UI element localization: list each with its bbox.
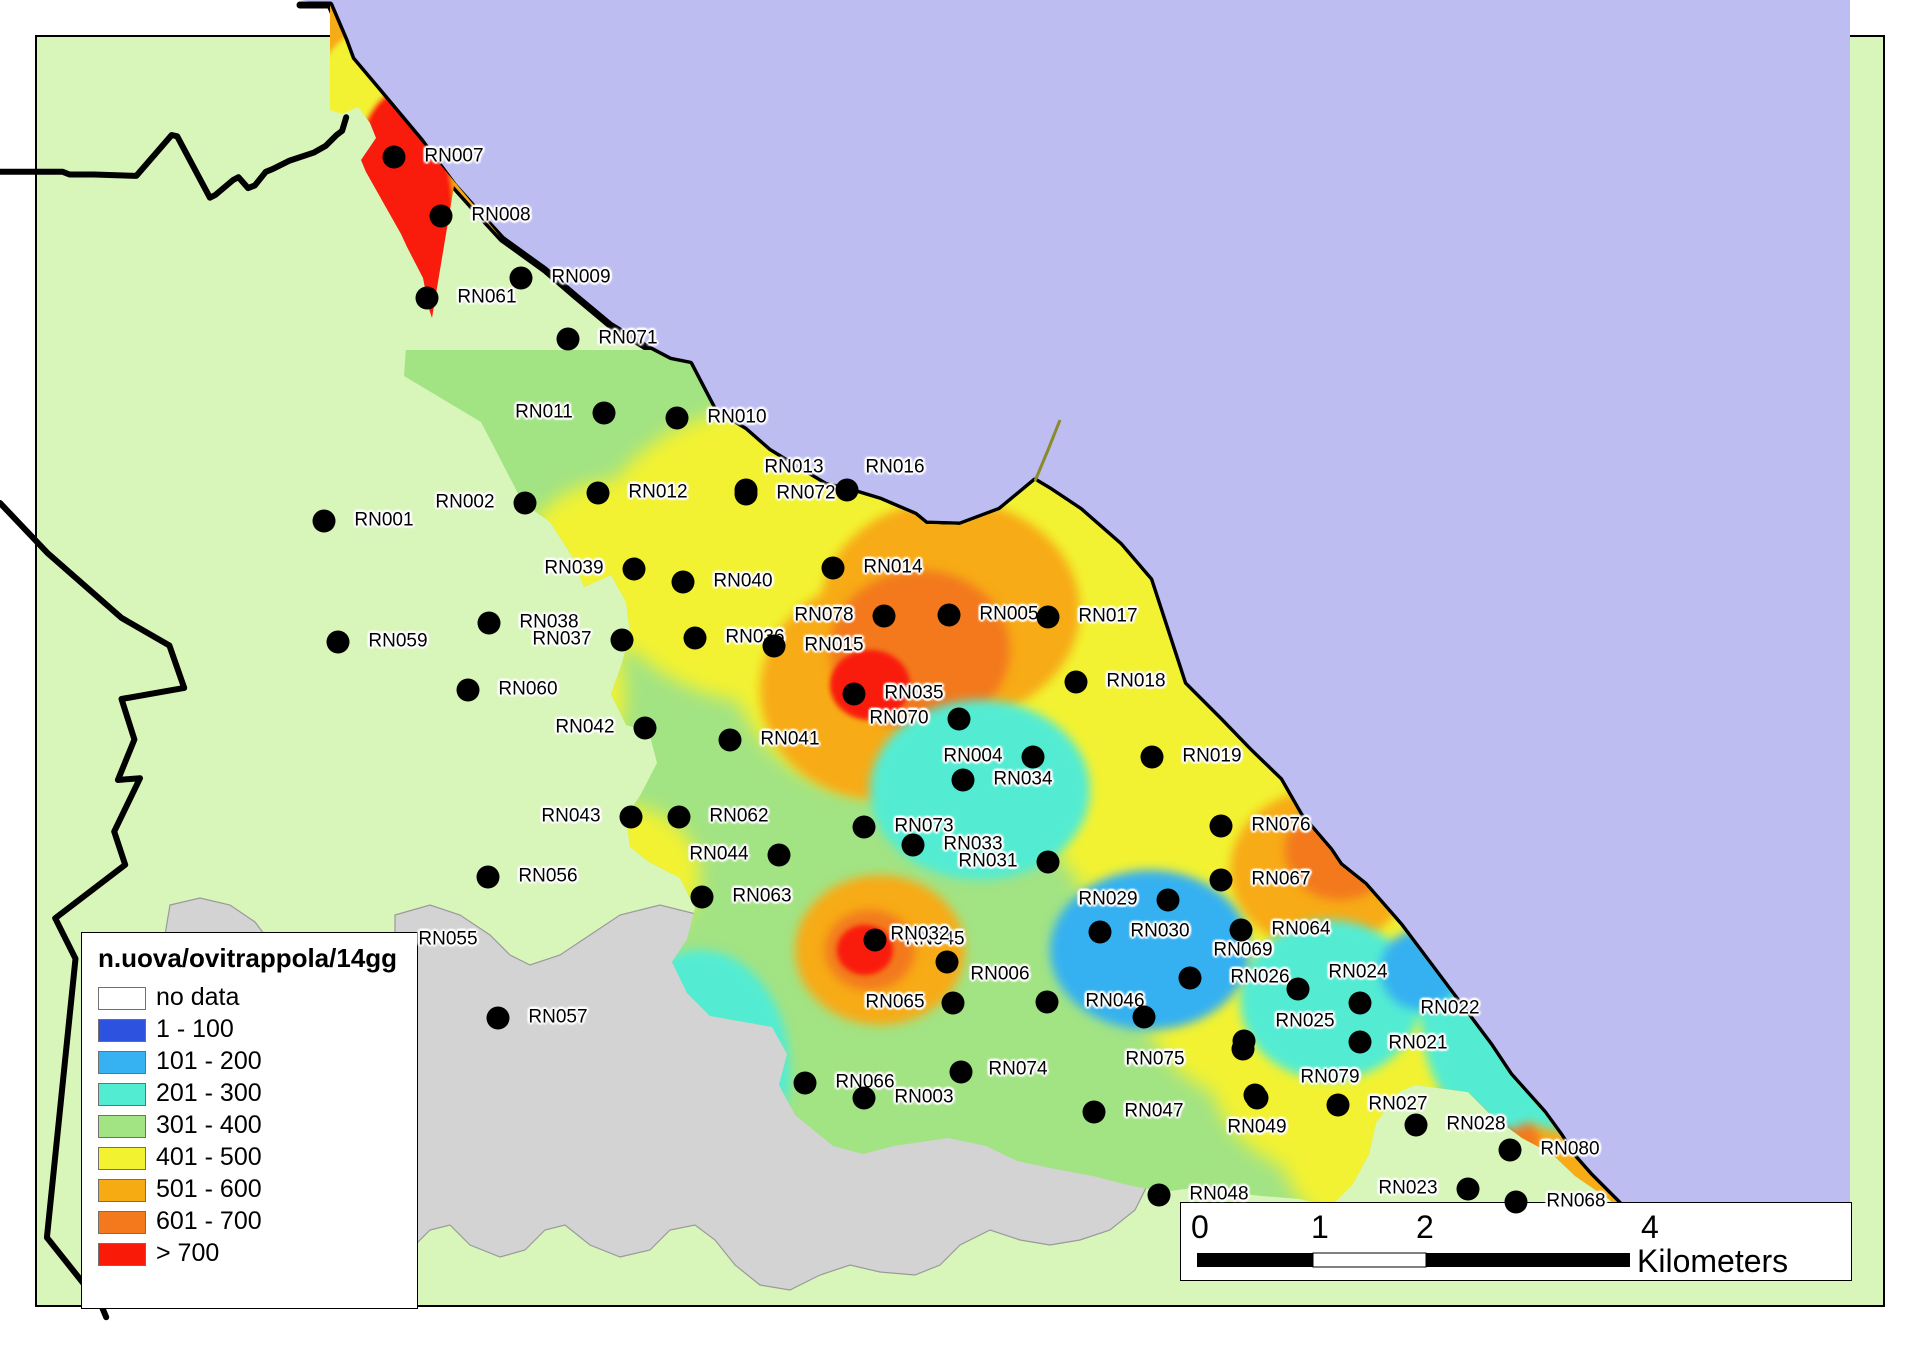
svg-text:2: 2 bbox=[1416, 1209, 1434, 1245]
svg-text:4: 4 bbox=[1641, 1209, 1659, 1245]
svg-text:1: 1 bbox=[1311, 1209, 1329, 1245]
svg-text:0: 0 bbox=[1191, 1209, 1209, 1245]
svg-text:Kilometers: Kilometers bbox=[1637, 1243, 1788, 1279]
